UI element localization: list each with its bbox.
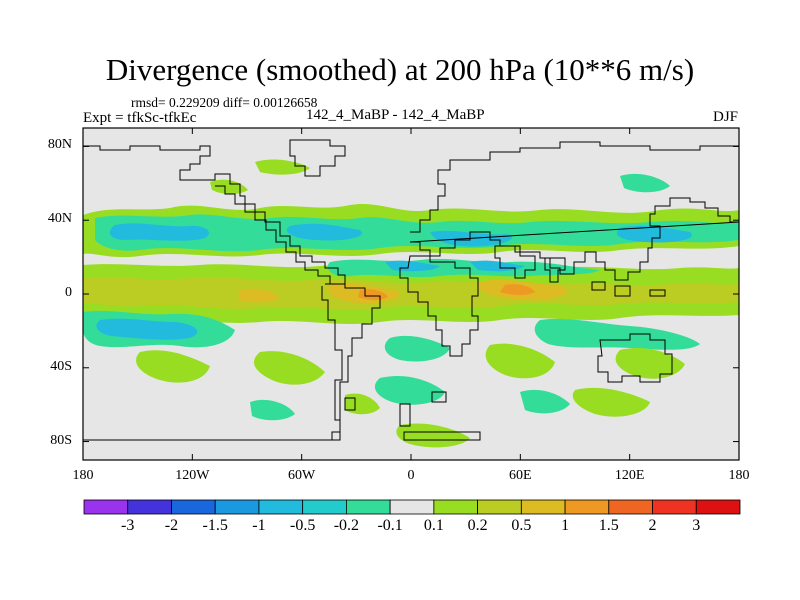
contour-sh-negative-4	[374, 375, 445, 405]
x-tick-label: 60W	[288, 468, 316, 483]
contour-fields	[83, 159, 739, 448]
colorbar-box	[695, 499, 741, 515]
y-tick-label: 80N	[47, 137, 72, 153]
colorbar-box	[345, 499, 391, 515]
contour-sh-positive-7	[345, 393, 380, 415]
colorbar	[83, 499, 741, 515]
colorbar-label: 3	[692, 517, 701, 534]
contour-sh-positive-4	[615, 347, 685, 379]
axis-ticks	[82, 128, 740, 460]
contour-sh-positive-6	[396, 423, 470, 448]
colorbar-box	[477, 499, 522, 515]
outline-eurasia	[409, 141, 739, 281]
contour-equatorial-negative-core	[385, 260, 525, 272]
center-label: 142_4_MaBP - 142_4_MaBP	[306, 107, 485, 123]
outline-africa	[399, 255, 479, 357]
x-tick-label: 180	[72, 468, 94, 483]
stats-line: rmsd= 0.229209 diff= 0.00126658	[131, 95, 318, 110]
x-tick-label: 60E	[509, 468, 532, 483]
contour-sh-positive-1	[136, 350, 210, 383]
colorbar-box	[520, 499, 566, 515]
outline-maritime	[591, 281, 666, 297]
colorbar-label: 2	[648, 517, 657, 534]
x-tick-label: 120E	[614, 468, 645, 483]
season-label: DJF	[712, 109, 738, 125]
colorbar-box	[389, 499, 435, 515]
colorbar-label: 1.5	[598, 517, 619, 534]
continent-outlines	[83, 139, 739, 441]
colorbar-label: 1	[561, 517, 570, 534]
outline-north-america	[83, 145, 346, 285]
colorbar-box	[258, 499, 304, 515]
contour-sh-positive-5	[572, 387, 650, 417]
colorbar-label: 0.5	[511, 517, 532, 534]
outline-antarctica-islands	[344, 391, 481, 441]
x-tick-label: 0	[407, 468, 415, 483]
contour-sh-positive-2	[253, 351, 325, 385]
colorbar-box	[214, 499, 260, 515]
colorbar-label: -0.1	[377, 517, 403, 534]
colorbar-label: -0.5	[289, 517, 316, 534]
colorbar-label: -1	[252, 517, 266, 534]
colorbar-label: -0.2	[333, 517, 360, 534]
chart-title: Divergence (smoothed) at 200 hPa (10**6 …	[105, 52, 695, 87]
colorbar-box	[171, 499, 216, 515]
contour-nh-highlat-3	[620, 173, 670, 193]
contour-tropical-max	[358, 284, 535, 301]
contour-sh-negative-2	[534, 318, 700, 350]
contour-sh-negative-3	[384, 335, 450, 362]
colorbar-box	[127, 499, 172, 515]
y-tick-label: 40N	[47, 211, 72, 227]
contour-nh-highlat-2	[210, 179, 248, 195]
colorbar-label: 0.2	[467, 517, 488, 534]
outline-australia	[597, 333, 673, 383]
contour-nh-highlat-1	[255, 159, 310, 175]
expt-label: Expt = tfkSc-tfkEc	[83, 110, 197, 126]
outline-arabia-india	[494, 245, 566, 283]
y-tick-label: 40S	[50, 358, 72, 374]
outline-south-america	[83, 283, 381, 441]
x-tick-label: 180	[728, 468, 750, 483]
x-tick-label: 120W	[175, 468, 210, 483]
contour-nh-midlat-negative	[95, 214, 739, 252]
contour-sh-negative-6	[250, 399, 295, 421]
colorbar-box	[564, 499, 610, 515]
outline-greenland	[289, 139, 346, 177]
contour-sh-positive-3	[485, 343, 555, 379]
colorbar-label: 0.1	[423, 517, 444, 534]
colorbar-box	[652, 499, 697, 515]
y-tick-label: 80S	[50, 432, 72, 448]
colorbar-box	[608, 499, 653, 515]
colorbar-box	[433, 499, 479, 515]
colorbar-box	[302, 499, 347, 515]
contour-tropical-core	[238, 279, 568, 304]
contour-sh-negative-1-core	[96, 318, 198, 340]
colorbar-label: -3	[121, 517, 135, 534]
colorbar-label: -2	[164, 517, 179, 534]
colorbar-label: -1.5	[202, 517, 228, 534]
y-tick-label: 0	[65, 285, 72, 300]
colorbar-box	[83, 499, 129, 515]
contour-sh-negative-5	[520, 389, 570, 414]
